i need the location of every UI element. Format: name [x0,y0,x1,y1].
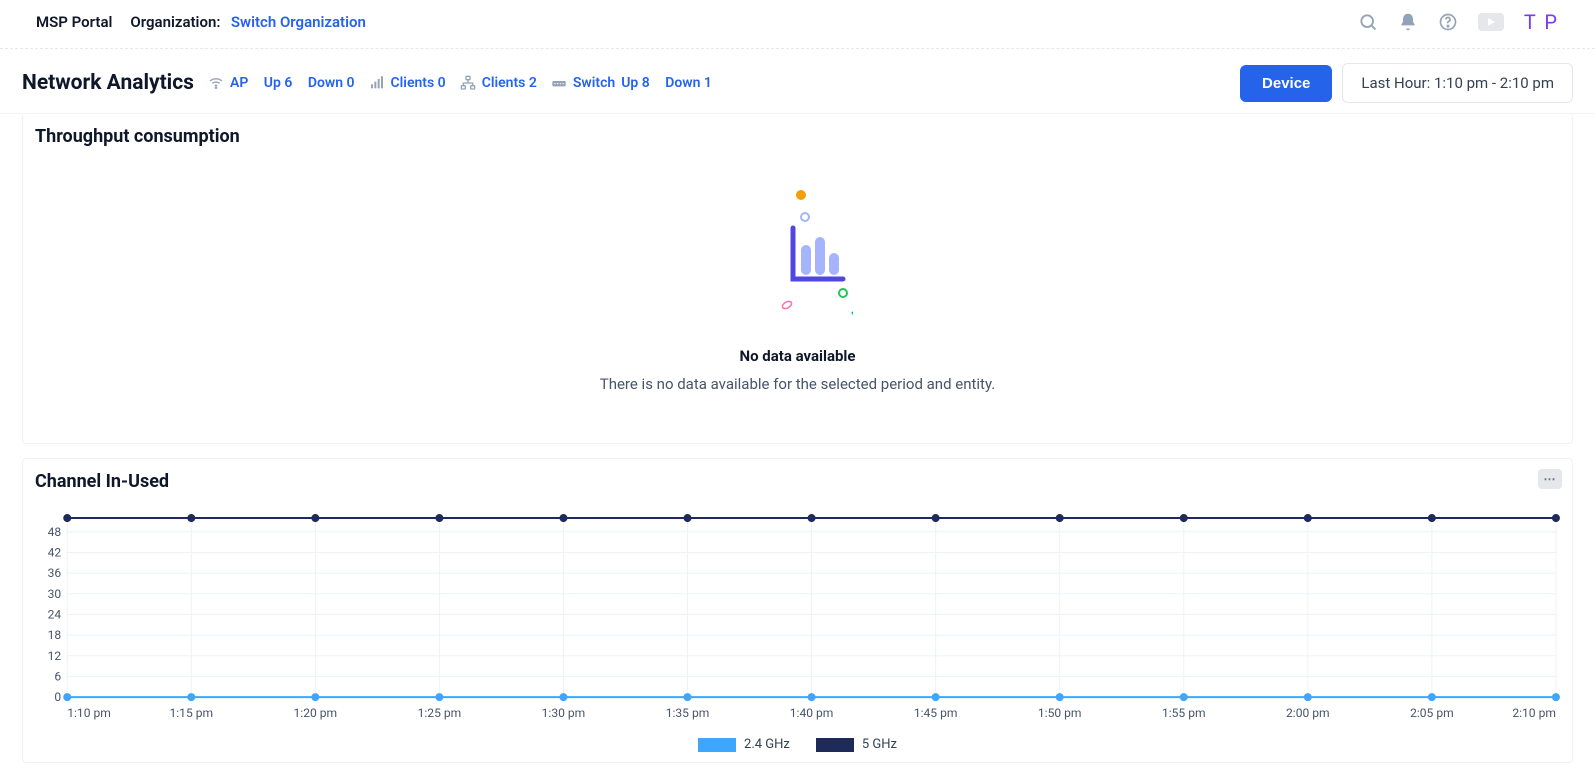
switch-device-icon [551,75,567,91]
svg-text:1:50 pm: 1:50 pm [1038,706,1082,720]
svg-text:1:25 pm: 1:25 pm [418,706,462,720]
subheader: Network Analytics AP Up 6 Down 0 Clients… [0,49,1595,114]
switch-label: Switch [573,75,615,91]
device-button[interactable]: Device [1240,65,1332,102]
channel-card: Channel In-Used ⋯ 0 6 12 18 24 30 36 42 48 1:10 p… [22,458,1573,763]
clients2-stat[interactable]: Clients 2 [460,75,537,91]
subheader-left: Network Analytics AP Up 6 Down 0 Clients… [22,71,712,95]
svg-text:18: 18 [48,628,62,642]
svg-text:24: 24 [48,607,62,621]
channel-title-row: Channel In-Used ⋯ [23,459,1572,498]
svg-text:2:00 pm: 2:00 pm [1286,706,1330,720]
ap-up: Up 6 [264,75,293,91]
legend-item[interactable]: 2.4 GHz [698,737,790,752]
legend-label: 5 GHz [862,737,897,752]
page-title: Network Analytics [22,71,194,95]
channel-chart: 0 6 12 18 24 30 36 42 48 1:10 pm 1:15 pm 1:20 pm 1:2… [23,498,1572,729]
svg-text:1:30 pm: 1:30 pm [542,706,586,720]
help-icon[interactable] [1438,12,1458,32]
user-avatar[interactable]: T P [1524,10,1559,34]
time-range-selector[interactable]: Last Hour: 1:10 pm - 2:10 pm [1342,63,1573,103]
clients0-stat[interactable]: Clients 0 [369,75,446,91]
signal-icon [369,75,385,91]
more-options-button[interactable]: ⋯ [1538,469,1562,489]
throughput-empty-state: No data available There is no data avail… [23,153,1572,443]
legend-swatch [698,738,736,752]
svg-text:1:35 pm: 1:35 pm [666,706,710,720]
svg-text:42: 42 [48,546,62,560]
throughput-title: Throughput consumption [23,114,1572,153]
organization-label: Organization: [130,13,220,31]
svg-text:1:20 pm: 1:20 pm [294,706,338,720]
video-help-icon[interactable] [1478,13,1504,31]
channel-line-chart: 0 6 12 18 24 30 36 42 48 1:10 pm 1:15 pm 1:20 pm 1:2… [33,510,1562,721]
legend-swatch [816,738,854,752]
svg-text:30: 30 [48,587,62,601]
switch-up: Up 8 [621,75,650,91]
legend-label: 2.4 GHz [744,737,790,752]
wifi-icon [208,75,224,91]
org-group: Organization: Switch Organization [130,13,365,31]
channel-legend: 2.4 GHz 5 GHz [23,729,1572,762]
switch-stat[interactable]: Switch Up 8 Down 1 [551,75,712,91]
svg-text:12: 12 [48,649,62,663]
clients0-label: Clients 0 [391,75,446,91]
svg-text:1:40 pm: 1:40 pm [790,706,834,720]
ap-stat[interactable]: AP Up 6 Down 0 [208,75,355,91]
svg-text:48: 48 [48,525,62,539]
empty-chart-icon [743,183,853,327]
svg-text:2:10 pm: 2:10 pm [1512,706,1556,720]
throughput-card: Throughput consumption No data available… [22,114,1573,444]
topbar-right: T P [1358,10,1559,34]
network-icon [460,75,476,91]
clients2-label: Clients 2 [482,75,537,91]
search-icon[interactable] [1358,12,1378,32]
channel-title: Channel In-Used [23,459,181,498]
subheader-right: Device Last Hour: 1:10 pm - 2:10 pm [1240,63,1573,103]
svg-text:0: 0 [54,690,61,704]
switch-down: Down 1 [665,75,712,91]
svg-text:2:05 pm: 2:05 pm [1410,706,1454,720]
empty-title: No data available [23,347,1572,365]
bell-icon[interactable] [1398,12,1418,32]
portal-label[interactable]: MSP Portal [36,13,112,31]
legend-item[interactable]: 5 GHz [816,737,897,752]
svg-text:1:55 pm: 1:55 pm [1162,706,1206,720]
svg-text:1:10 pm: 1:10 pm [67,706,111,720]
svg-text:1:15 pm: 1:15 pm [169,706,213,720]
ap-down: Down 0 [308,75,355,91]
svg-text:1:45 pm: 1:45 pm [914,706,958,720]
svg-text:6: 6 [54,669,61,683]
empty-subtitle: There is no data available for the selec… [23,375,1572,393]
switch-organization-link[interactable]: Switch Organization [231,13,366,31]
svg-text:36: 36 [48,566,62,580]
topbar: MSP Portal Organization: Switch Organiza… [0,0,1595,49]
topbar-left: MSP Portal Organization: Switch Organiza… [36,13,366,31]
ap-label: AP [230,75,248,91]
